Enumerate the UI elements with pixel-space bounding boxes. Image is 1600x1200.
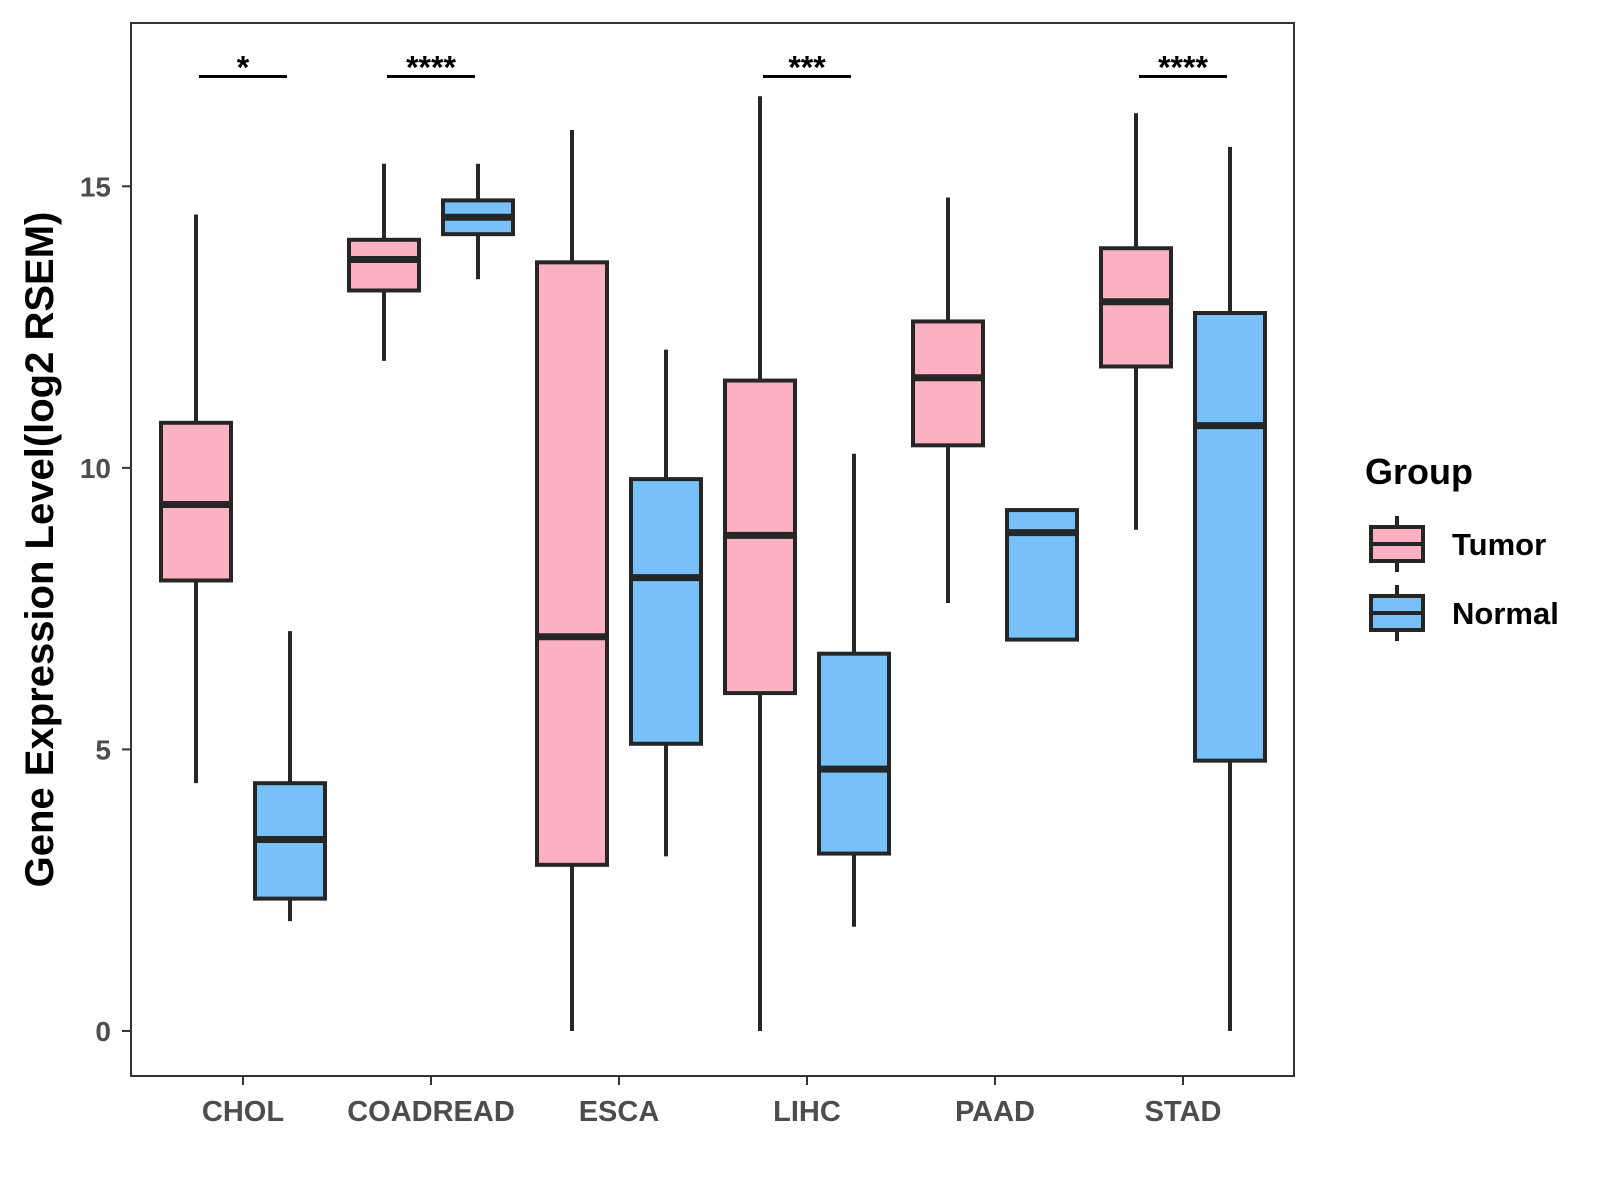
legend: Group Tumor Normal [1365, 451, 1559, 641]
legend-label-tumor: Tumor [1452, 527, 1546, 562]
box-tumor-coadread [347, 163, 421, 361]
box-tumor-lihc [723, 96, 797, 1031]
box-body [1099, 246, 1173, 369]
y-axis: 0 5 10 15 [80, 171, 131, 1047]
x-tick-label-esca: ESCA [579, 1096, 660, 1128]
plot-background [131, 23, 1294, 1076]
y-tick-label: 0 [95, 1016, 111, 1047]
legend-entry-tumor: Tumor [1369, 516, 1546, 572]
chart-marks: * **** *** **** [159, 49, 1267, 1031]
box-normal-coadread [441, 163, 515, 280]
y-tick-label: 10 [80, 453, 111, 484]
x-axis: CHOL COADREAD ESCA LIHC PAAD STAD [202, 1076, 1221, 1128]
significance-lihc: *** [763, 49, 851, 85]
x-tick-label-lihc: LIHC [773, 1096, 841, 1128]
box-normal-chol [253, 631, 327, 922]
significance-label: *** [788, 49, 826, 85]
x-tick-label-chol: CHOL [202, 1096, 284, 1128]
legend-entry-normal: Normal [1369, 585, 1559, 641]
box-normal-esca [629, 349, 703, 857]
significance-coadread: **** [387, 49, 475, 85]
box-body [347, 237, 421, 293]
y-tick-label: 15 [80, 171, 111, 202]
box-normal-paad [1005, 508, 1079, 642]
x-tick-label-coadread: COADREAD [347, 1096, 515, 1128]
box-normal-lihc [817, 453, 891, 927]
significance-label: **** [406, 49, 456, 85]
box-body [1193, 310, 1267, 763]
significance-chol: * [199, 49, 287, 85]
legend-title: Group [1365, 451, 1473, 492]
box-body [629, 477, 703, 746]
box-body [911, 319, 985, 448]
y-tick-label: 5 [95, 734, 111, 765]
box-body [535, 260, 609, 867]
box-body [817, 651, 891, 856]
box-tumor-chol [159, 214, 233, 784]
significance-stad: **** [1139, 49, 1227, 85]
x-tick-label-stad: STAD [1145, 1096, 1222, 1128]
significance-label: * [237, 49, 250, 85]
legend-label-normal: Normal [1452, 596, 1559, 631]
box-tumor-paad [911, 197, 985, 603]
box-tumor-esca [535, 129, 609, 1031]
significance-annotations: * **** *** **** [199, 49, 1227, 85]
significance-label: **** [1158, 49, 1208, 85]
box-tumor-stad [1099, 113, 1173, 530]
plot-frame [130, 22, 1295, 1077]
x-tick-label-paad: PAAD [955, 1096, 1035, 1128]
box-normal-stad [1193, 146, 1267, 1031]
y-axis-title: Gene Expression Level(log2 RSEM) [18, 212, 62, 888]
axes: 0 5 10 15 CHOL COADREAD ESCA LIHC PAAD STAD [80, 171, 1222, 1128]
